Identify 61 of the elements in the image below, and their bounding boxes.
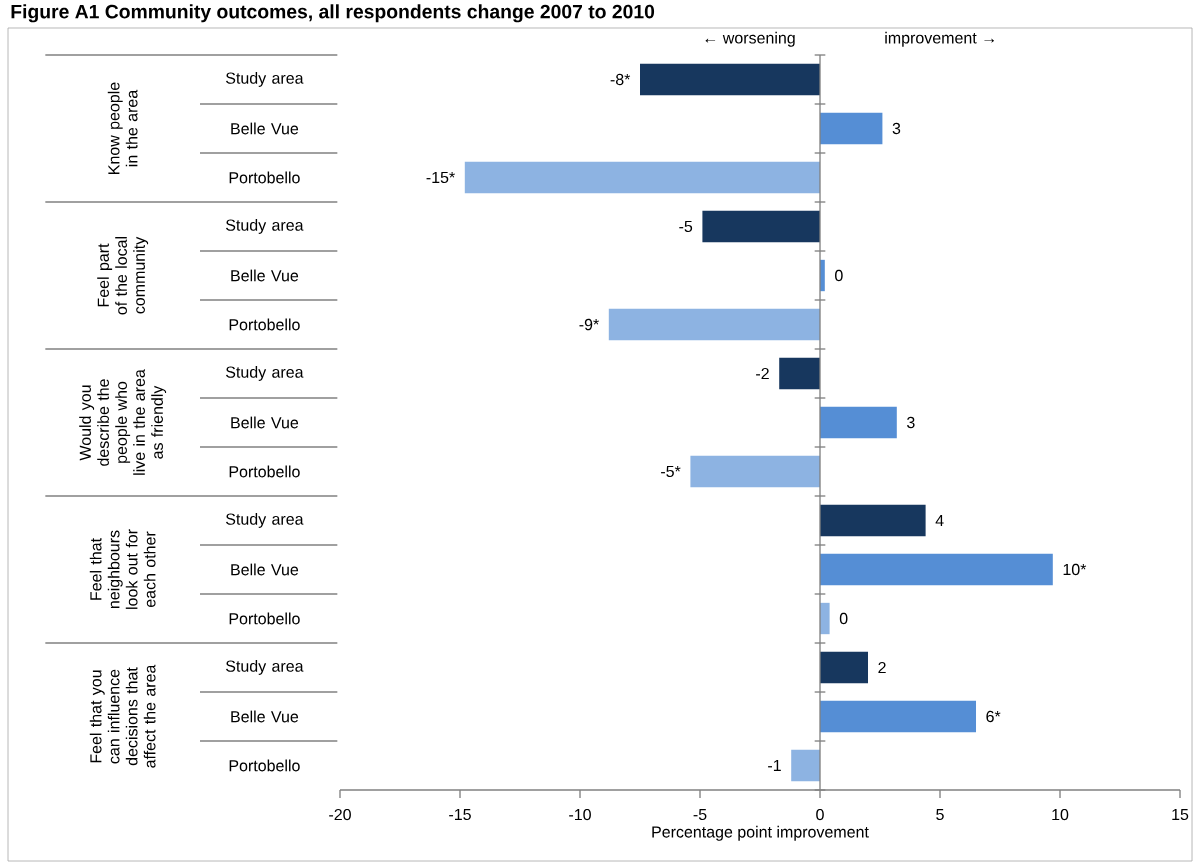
y-tick-label: Belle Vue xyxy=(231,269,299,282)
bar xyxy=(820,553,1053,586)
y-tick-label: Portobello xyxy=(229,318,300,331)
data-label: -2 xyxy=(756,367,769,380)
bar xyxy=(791,749,821,782)
text: ← worsening xyxy=(705,31,795,47)
data-label: -9* xyxy=(579,318,599,331)
y-tick-label: Belle Vue xyxy=(231,563,299,576)
bar xyxy=(464,161,821,194)
bar xyxy=(779,357,821,390)
x-tick-label: 0 xyxy=(816,808,824,821)
data-label: 3 xyxy=(907,416,915,429)
text: Know people in the area xyxy=(107,82,138,174)
y-tick-label: Portobello xyxy=(229,171,300,184)
bar xyxy=(820,504,926,537)
data-label: 4 xyxy=(935,515,944,527)
data-label: 6* xyxy=(986,710,1001,723)
text: Feel that neighbours look out for each other xyxy=(89,529,156,609)
x-axis-title: Percentage point improvement xyxy=(652,825,869,841)
x-tick-label: 15 xyxy=(1172,808,1189,821)
x-tick-label: -15 xyxy=(449,808,471,821)
data-label: -1 xyxy=(768,760,781,772)
data-label: 0 xyxy=(835,269,843,282)
text: Would you describe the people who live in the area as friendly xyxy=(79,369,167,475)
data-label: 10* xyxy=(1063,563,1087,576)
bar xyxy=(690,455,821,488)
bar xyxy=(820,651,869,684)
text: Feel part of the local community xyxy=(97,236,149,315)
data-label: -15* xyxy=(426,171,455,184)
text: Feel that you can influence decisions that affect the area xyxy=(89,664,156,768)
x-tick-label: -5 xyxy=(693,808,707,821)
y-tick-label: Study area xyxy=(225,660,304,675)
data-label: -5* xyxy=(661,465,681,478)
data-label: 0 xyxy=(839,612,848,625)
y-tick-label: Study area xyxy=(225,72,304,87)
data-label: 2 xyxy=(878,661,886,674)
y-tick-label: Belle Vue xyxy=(231,710,299,723)
y-tick-label: Belle Vue xyxy=(231,416,299,429)
y-tick-label: Study area xyxy=(225,513,304,528)
x-tick-label: -20 xyxy=(329,808,351,821)
chart-title: Figure A1 Community outcomes, all respondents change 2007 to 2010 xyxy=(11,4,655,23)
y-tick-label: Study area xyxy=(225,219,304,234)
y-tick-label: Portobello xyxy=(229,612,300,625)
x-tick-label: 5 xyxy=(936,808,944,821)
bar xyxy=(608,308,821,341)
bar xyxy=(820,406,897,439)
bar xyxy=(820,112,883,145)
bar xyxy=(820,602,830,635)
bar xyxy=(820,700,977,733)
data-label: -5 xyxy=(679,220,693,233)
data-label: 3 xyxy=(892,122,901,135)
y-tick-label: Portobello xyxy=(229,759,300,772)
data-label: -8* xyxy=(610,73,631,86)
text: improvement → xyxy=(885,31,994,47)
x-tick-label: -10 xyxy=(569,808,591,821)
y-tick-label: Belle Vue xyxy=(231,122,299,135)
y-tick-label: Portobello xyxy=(229,465,300,478)
y-tick-label: Study area xyxy=(225,366,304,381)
x-tick-label: 10 xyxy=(1052,808,1069,821)
bar xyxy=(702,210,821,243)
bar xyxy=(640,63,821,96)
